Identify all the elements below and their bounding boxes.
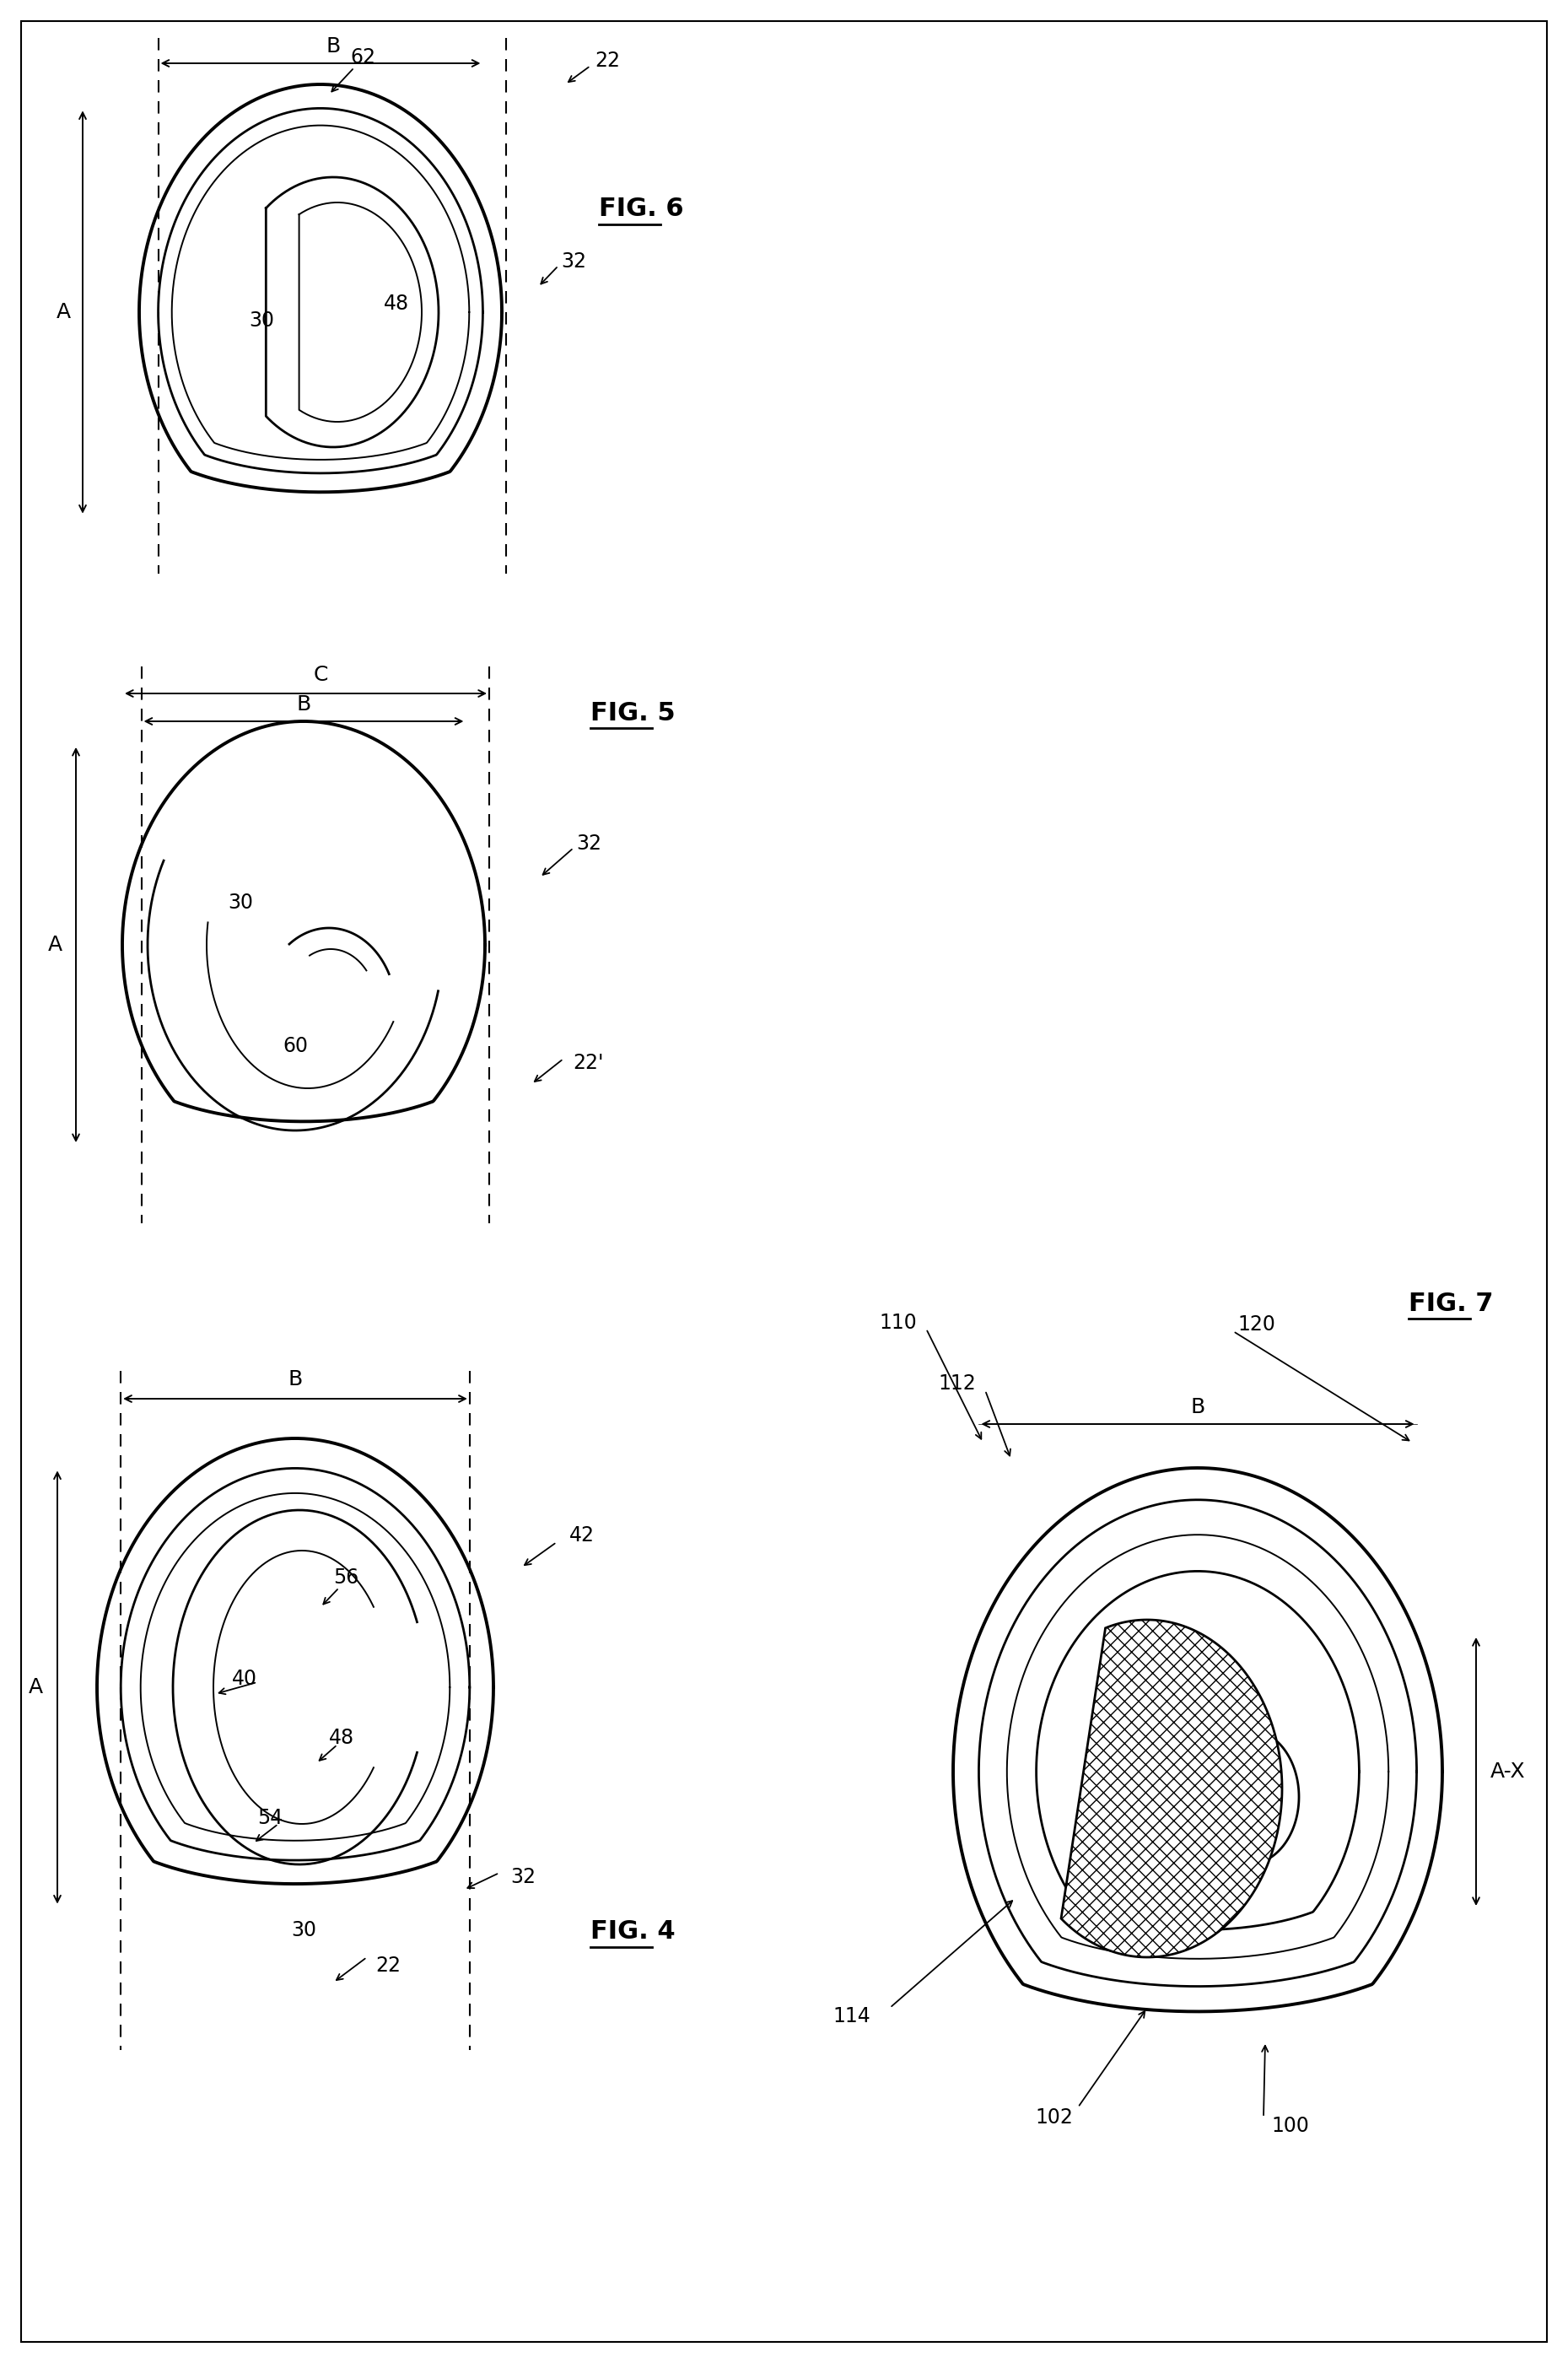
Text: 22: 22 — [375, 1957, 401, 1975]
Text: 100: 100 — [1272, 2115, 1309, 2136]
Text: 48: 48 — [384, 293, 409, 314]
Text: FIG. 5: FIG. 5 — [591, 702, 676, 725]
Text: 22': 22' — [574, 1054, 604, 1073]
Text: 30: 30 — [227, 893, 252, 912]
Text: 32: 32 — [575, 834, 602, 853]
Text: FIG. 6: FIG. 6 — [599, 196, 684, 222]
Text: A: A — [28, 1678, 42, 1697]
Text: B: B — [289, 1368, 303, 1389]
Text: 60: 60 — [282, 1035, 307, 1056]
Text: 102: 102 — [1035, 2108, 1073, 2127]
Text: C: C — [314, 664, 328, 685]
Text: 114: 114 — [833, 2006, 870, 2027]
Polygon shape — [1062, 1619, 1283, 1957]
Text: 112: 112 — [939, 1373, 977, 1394]
Text: B: B — [296, 695, 310, 714]
Text: 42: 42 — [569, 1524, 594, 1545]
Text: FIG. 4: FIG. 4 — [591, 1919, 676, 1945]
Text: A: A — [47, 936, 63, 955]
Text: 54: 54 — [257, 1808, 282, 1829]
Text: 32: 32 — [561, 250, 586, 272]
Text: 110: 110 — [880, 1314, 917, 1333]
Text: 62: 62 — [350, 47, 375, 69]
Text: 56: 56 — [332, 1567, 359, 1588]
Text: A: A — [56, 302, 71, 321]
Text: 30: 30 — [249, 310, 274, 331]
Text: 120: 120 — [1237, 1314, 1276, 1335]
Text: B: B — [326, 35, 340, 57]
Text: FIG. 7: FIG. 7 — [1408, 1290, 1493, 1316]
Text: 30: 30 — [292, 1919, 317, 1940]
Text: B: B — [1190, 1397, 1204, 1418]
Text: 32: 32 — [510, 1867, 536, 1888]
Text: 40: 40 — [232, 1668, 257, 1690]
Text: A-X: A-X — [1491, 1760, 1526, 1782]
Text: 48: 48 — [329, 1727, 354, 1749]
Text: 22: 22 — [594, 50, 619, 71]
